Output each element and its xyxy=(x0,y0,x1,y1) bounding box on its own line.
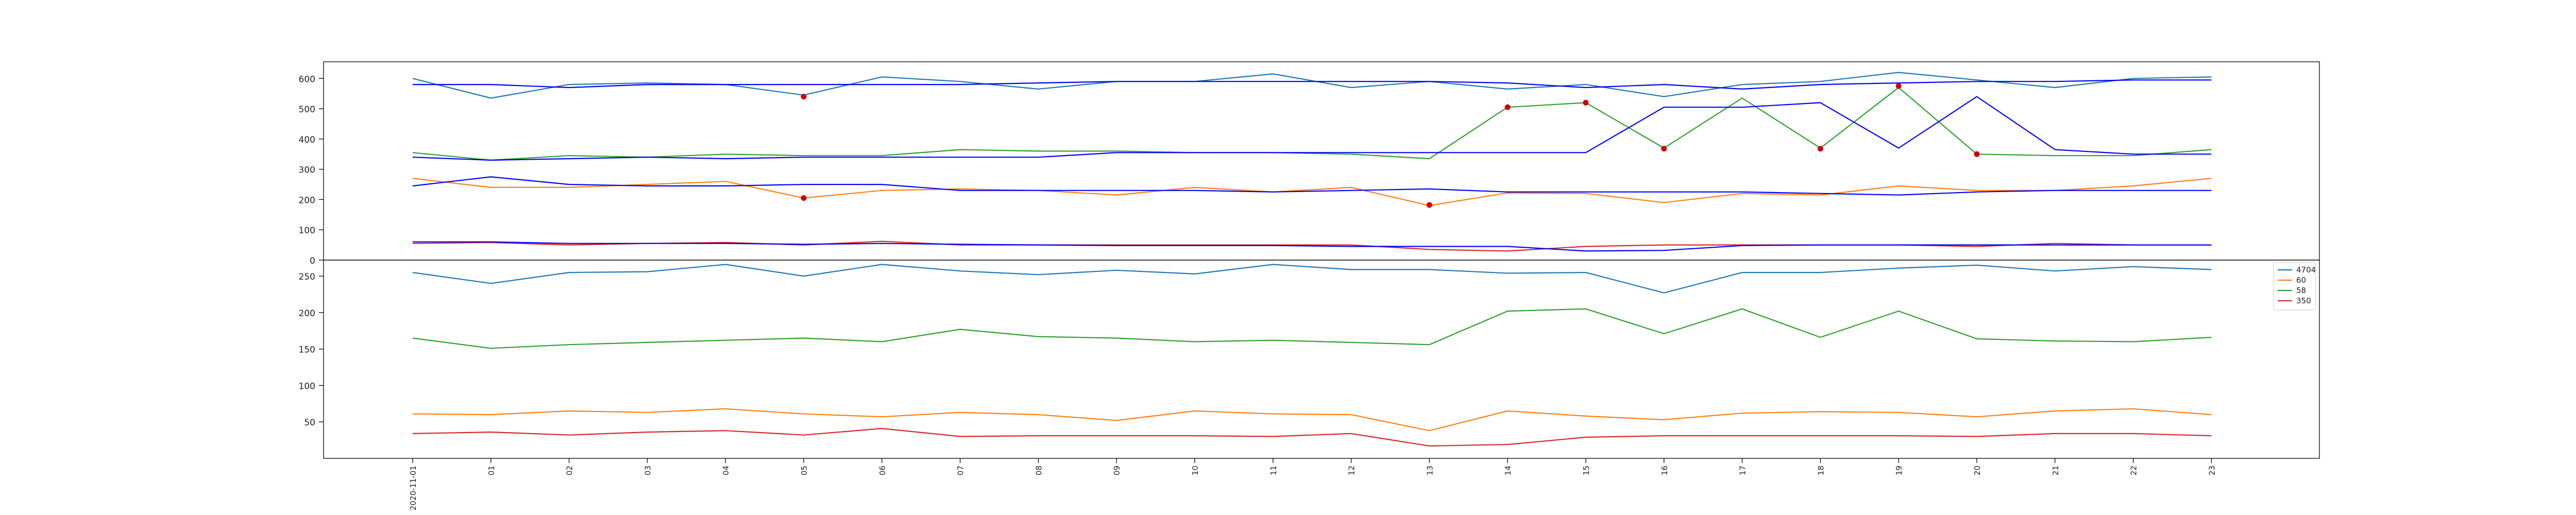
anomaly-marker-1 xyxy=(801,94,807,100)
x-tick-label: 07 xyxy=(956,466,965,475)
x-tick-label: 23 xyxy=(2207,466,2216,475)
x-tick-label: 11 xyxy=(1269,466,1278,475)
y-tick-label: 500 xyxy=(299,105,315,115)
x-tick-label: 18 xyxy=(1816,466,1825,475)
series-line-1-5 xyxy=(413,79,2212,90)
x-tick-label: 13 xyxy=(1425,466,1434,475)
y-tick-label: 600 xyxy=(299,74,315,84)
subplot-1: 0 100 200 300 400 500 600 xyxy=(299,61,2320,266)
anomaly-marker-5 xyxy=(1817,146,1823,152)
y-tick-label: 100 xyxy=(299,226,315,236)
x-tick-label: 20 xyxy=(1973,466,1982,475)
x-tick-label: 17 xyxy=(1738,466,1748,475)
x-tick-label: 08 xyxy=(1034,466,1043,475)
x-tick-label: 01 xyxy=(487,466,496,475)
x-tick-label: 16 xyxy=(1660,466,1669,475)
anomaly-marker-7 xyxy=(1974,151,1980,157)
x-tick-label: 05 xyxy=(800,466,809,475)
anomaly-marker-4 xyxy=(1661,146,1667,152)
legend-label: 58 xyxy=(2296,286,2306,295)
series-line-1-2 xyxy=(412,178,2212,207)
anomaly-marker-9 xyxy=(1426,202,1432,208)
y-tick-label: 400 xyxy=(299,135,315,145)
x-tick-label: 21 xyxy=(2051,466,2060,475)
anomaly-marker-6 xyxy=(1895,83,1902,89)
x-tick-label: 2020-11-01 xyxy=(409,466,418,510)
series-line-1-7 xyxy=(412,176,2212,196)
y-tick-label: 100 xyxy=(299,381,315,391)
x-tick-label: 04 xyxy=(721,466,731,475)
y-tick-label: 150 xyxy=(299,345,315,355)
series-line-2-3 xyxy=(412,308,2212,349)
legend-label: 350 xyxy=(2296,296,2311,305)
x-tick-label: 10 xyxy=(1191,466,1200,475)
legend-label: 60 xyxy=(2296,276,2306,285)
series-line-2-1 xyxy=(412,264,2212,294)
series-line-1-8 xyxy=(413,241,2212,252)
x-tick-label: 06 xyxy=(878,466,887,475)
series-line-1-6 xyxy=(412,96,2212,161)
y-tick-label: 300 xyxy=(299,165,315,176)
y-tick-label: 50 xyxy=(304,418,315,428)
x-tick-label: 12 xyxy=(1347,466,1357,475)
series-line-2-2 xyxy=(412,408,2212,432)
anomaly-marker-3 xyxy=(1583,99,1589,106)
x-tick-label: 22 xyxy=(2129,466,2139,475)
anomaly-marker-8 xyxy=(801,195,807,201)
x-tick-label: 15 xyxy=(1582,466,1591,475)
series-line-1-3 xyxy=(412,87,2212,161)
anomaly-marker-2 xyxy=(1504,104,1511,110)
legend-box xyxy=(2273,262,2316,311)
x-tick-label: 19 xyxy=(1894,466,1904,475)
y-tick-label: 0 xyxy=(310,256,315,266)
plots-layer: 0 100 200 300 400 500 600 50 100 150 200 250 4704 605… xyxy=(299,61,2320,510)
legend-label: 4704 xyxy=(2296,265,2316,274)
x-tick-label: 02 xyxy=(565,466,574,475)
x-axis: 2020-11-01 01 02 03 04 05 06 07 08 09 10 11 12 13 14 15… xyxy=(409,458,2216,510)
y-tick-label: 250 xyxy=(299,272,315,282)
y-tick-label: 200 xyxy=(299,308,315,319)
x-tick-label: 03 xyxy=(643,466,652,475)
series-line-2-4 xyxy=(412,427,2212,447)
x-tick-label: 14 xyxy=(1503,466,1513,475)
x-tick-label: 09 xyxy=(1112,466,1122,475)
axes-frame-2 xyxy=(323,260,2320,459)
y-tick-label: 200 xyxy=(299,195,315,205)
